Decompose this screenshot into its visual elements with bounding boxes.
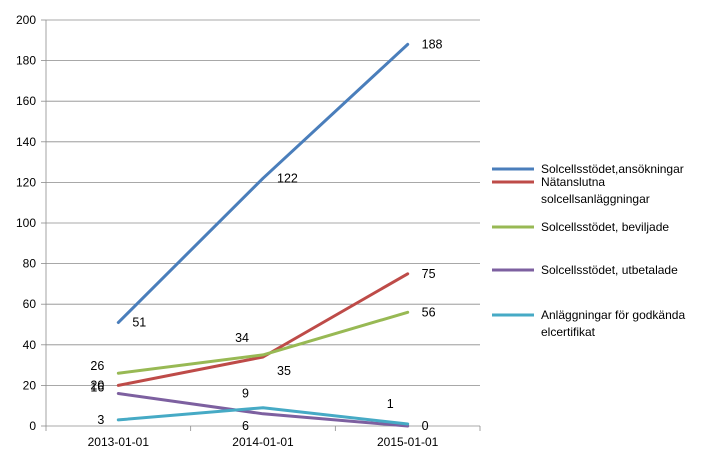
data-label: 34	[235, 331, 249, 345]
data-label: 122	[277, 171, 298, 185]
legend-label: Solcellsstödet, utbetalade	[541, 263, 678, 277]
y-tick-label: 100	[16, 216, 36, 230]
legend-label: Solcellsstödet, beviljade	[541, 220, 669, 234]
data-labels: 51 122 188 20 34 75 26 35 56 16 6 0 3 9 1	[90, 37, 442, 433]
axes	[41, 19, 481, 431]
data-label: 26	[90, 359, 104, 373]
data-label: 9	[242, 387, 249, 401]
data-label: 20	[90, 378, 104, 392]
legend-label: Nätanslutna	[541, 175, 605, 189]
x-tick-label: 2015-01-01	[377, 435, 439, 449]
y-tick-label: 180	[16, 54, 36, 68]
y-tick-label: 0	[29, 419, 36, 433]
series-lines	[116, 42, 410, 428]
legend-label: Anläggningar för godkända	[541, 308, 685, 322]
y-tick-label: 140	[16, 135, 36, 149]
data-label: 0	[422, 419, 429, 433]
data-label: 188	[422, 37, 443, 51]
legend-label: solcellsanläggningar	[541, 192, 650, 206]
y-tick-label: 60	[23, 297, 37, 311]
data-label: 35	[277, 364, 291, 378]
data-label: 1	[387, 397, 394, 411]
data-label: 75	[422, 267, 436, 281]
x-axis-tick-labels: 2013-01-01 2014-01-01 2015-01-01	[88, 435, 439, 449]
legend-label: elcertifikat	[541, 325, 596, 339]
y-tick-label: 200	[16, 13, 36, 27]
data-label: 16	[90, 381, 104, 395]
y-tick-label: 80	[23, 257, 37, 271]
y-tick-label: 160	[16, 94, 36, 108]
legend-label: Solcellsstödet,ansökningar	[541, 162, 684, 176]
y-tick-label: 40	[23, 338, 37, 352]
data-label: 6	[242, 419, 249, 433]
series-line	[116, 406, 410, 426]
series-line	[116, 42, 410, 324]
y-tick-label: 20	[23, 378, 37, 392]
x-tick-label: 2014-01-01	[232, 435, 294, 449]
y-tick-label: 120	[16, 175, 36, 189]
data-label: 56	[422, 305, 436, 319]
data-label: 51	[132, 315, 146, 329]
series-line	[116, 310, 410, 375]
y-axis-tick-labels: 0 20 40 60 80 100 120 140 160 180 200	[16, 13, 36, 433]
x-tick-label: 2013-01-01	[88, 435, 150, 449]
series-line	[116, 272, 410, 387]
data-label: 3	[97, 413, 104, 427]
gridlines	[46, 19, 480, 386]
series-line	[116, 392, 410, 428]
